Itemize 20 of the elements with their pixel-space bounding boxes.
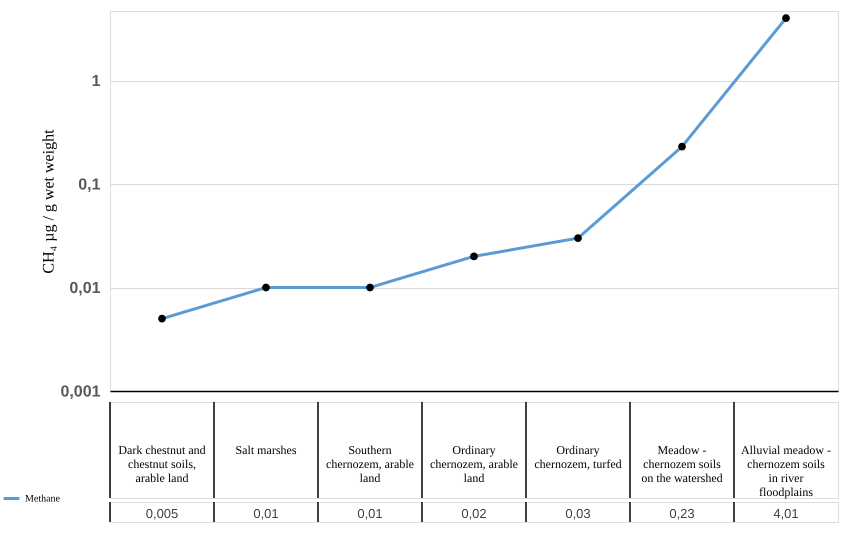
data-label: 0,03 (565, 506, 591, 521)
data-label: 4,01 (773, 506, 799, 521)
y-tick-label: 1 (92, 73, 101, 90)
x-tick-label: Southern chernozem, arable land (326, 443, 414, 485)
x-tick-label: Meadow - chernozem soils on the watershed (641, 443, 723, 485)
data-label: 0,23 (669, 506, 695, 521)
data-label: 0,005 (146, 506, 178, 521)
legend-label: Methane (25, 494, 61, 504)
data-label: 0,01 (357, 506, 383, 521)
y-tick-label: 0,1 (78, 176, 101, 194)
data-label: 0,02 (461, 506, 487, 521)
x-tick-label: Dark chestnut and chestnut soils, arable land (118, 443, 206, 485)
data-label: 0,01 (253, 506, 279, 521)
x-tick-label: Salt marshes (236, 443, 297, 457)
x-tick-label: Alluvial meadow - chernozem soils in river floodplains (741, 443, 831, 499)
y-tick-label: 0,001 (60, 384, 101, 400)
x-tick-label: Ordinary chernozem, turfed (534, 443, 622, 471)
y-tick-label: 0,01 (69, 280, 101, 298)
x-tick-label: Ordinary chernozem, arable land (430, 443, 518, 485)
y-axis-title: CH₄ µg / g wet weight (40, 128, 58, 274)
